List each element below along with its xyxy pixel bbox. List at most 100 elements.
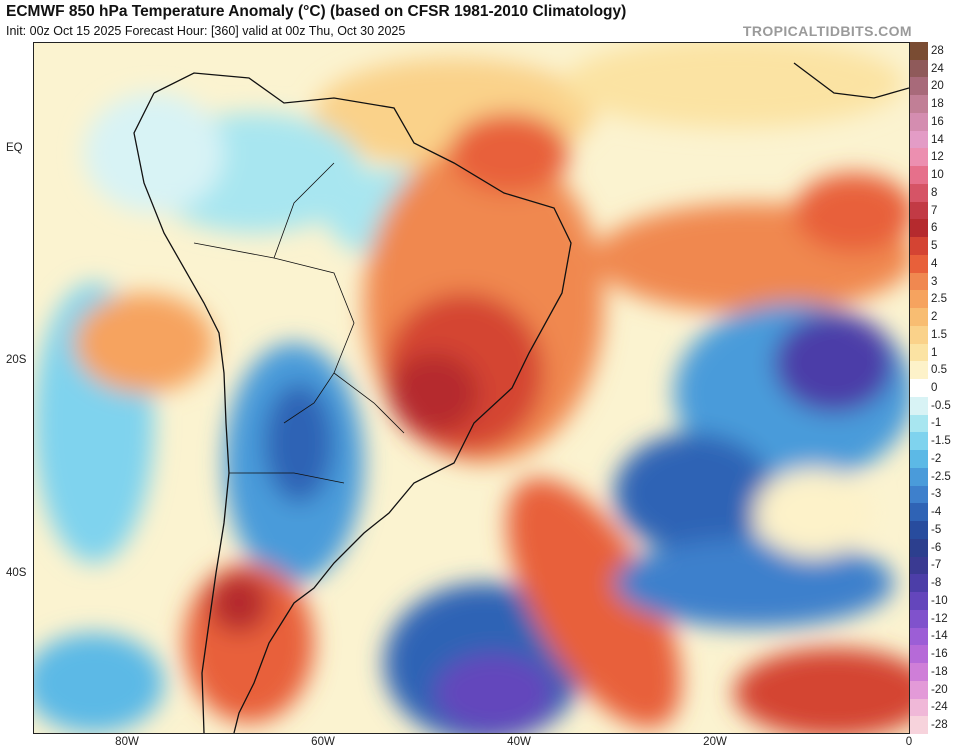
colorbar-segment bbox=[910, 59, 928, 78]
colorbar-label: -12 bbox=[931, 612, 948, 625]
colorbar-segment bbox=[910, 698, 928, 717]
anomaly-blob bbox=[209, 573, 269, 633]
colorbar-segment bbox=[910, 237, 928, 256]
colorbar-label: -20 bbox=[931, 683, 948, 696]
colorbar-label: 20 bbox=[931, 80, 944, 93]
colorbar-label: 5 bbox=[931, 240, 938, 253]
colorbar-label: 0.5 bbox=[931, 364, 947, 377]
colorbar-segment bbox=[910, 343, 928, 362]
colorbar-segment bbox=[910, 467, 928, 487]
colorbar-segment bbox=[910, 254, 928, 274]
colorbar-label: 7 bbox=[931, 204, 938, 217]
west-coast bbox=[133, 92, 230, 733]
colorbar-segment bbox=[910, 609, 928, 629]
colorbar-label: -2 bbox=[931, 452, 942, 465]
colorbar-segment bbox=[910, 183, 928, 203]
map-title: ECMWF 850 hPa Temperature Anomaly (°C) (… bbox=[6, 3, 627, 20]
south-america-outline bbox=[153, 72, 572, 733]
colorbar-label: -1 bbox=[931, 417, 942, 430]
lat-label-20s: 20S bbox=[6, 354, 27, 366]
anomaly-blob bbox=[264, 383, 334, 503]
lon-label-0: 0 bbox=[905, 736, 913, 748]
anomaly-blob bbox=[794, 173, 909, 253]
anomaly-blob bbox=[564, 43, 904, 128]
colorbar bbox=[910, 42, 928, 735]
colorbar-label: -24 bbox=[931, 701, 948, 714]
colorbar-label: 10 bbox=[931, 169, 944, 182]
colorbar-label: 3 bbox=[931, 275, 938, 288]
colorbar-label: -3 bbox=[931, 488, 942, 501]
colorbar-label: 6 bbox=[931, 222, 938, 235]
colorbar-label: 18 bbox=[931, 98, 944, 111]
anomaly-blob bbox=[774, 313, 894, 413]
colorbar-label: -18 bbox=[931, 665, 948, 678]
anomaly-blob bbox=[754, 468, 874, 558]
anomaly-blob bbox=[84, 93, 224, 213]
anomaly-blob bbox=[614, 433, 774, 553]
lon-label-40w: 40W bbox=[507, 736, 531, 748]
colorbar-label: 14 bbox=[931, 133, 944, 146]
anomaly-blob bbox=[74, 293, 214, 393]
colorbar-label: -4 bbox=[931, 506, 942, 519]
colorbar-label: -10 bbox=[931, 594, 948, 607]
anomaly-blob bbox=[734, 648, 909, 733]
colorbar-label: -0.5 bbox=[931, 399, 951, 412]
colorbar-label: -28 bbox=[931, 719, 948, 732]
colorbar-segment bbox=[910, 627, 928, 646]
colorbar-label: -6 bbox=[931, 541, 942, 554]
colorbar-segment bbox=[910, 538, 928, 558]
anomaly-blob bbox=[34, 633, 164, 733]
colorbar-segment bbox=[910, 592, 928, 611]
colorbar-segment bbox=[910, 680, 928, 699]
colorbar-segment bbox=[910, 272, 928, 291]
colorbar-segment bbox=[910, 450, 928, 469]
colorbar-label: 8 bbox=[931, 186, 938, 199]
colorbar-label: 12 bbox=[931, 151, 944, 164]
colorbar-label: 2 bbox=[931, 311, 938, 324]
anomaly-blob bbox=[389, 353, 479, 433]
colorbar-label: -16 bbox=[931, 648, 948, 661]
map-canvas bbox=[34, 43, 909, 733]
colorbar-label: 28 bbox=[931, 44, 944, 57]
colorbar-label: 4 bbox=[931, 257, 938, 270]
lon-label-60w: 60W bbox=[311, 736, 335, 748]
lat-label-eq: EQ bbox=[6, 142, 23, 154]
colorbar-segment bbox=[910, 130, 928, 149]
colorbar-segment bbox=[910, 290, 928, 309]
colorbar-segment bbox=[910, 414, 928, 433]
colorbar-label: 1 bbox=[931, 346, 938, 359]
coastlines bbox=[133, 62, 909, 733]
colorbar-label: -2.5 bbox=[931, 470, 951, 483]
anomaly-blob bbox=[434, 653, 554, 733]
colorbar-label: -8 bbox=[931, 577, 942, 590]
colorbar-label: 0 bbox=[931, 382, 938, 394]
colorbar-segment bbox=[910, 503, 928, 522]
colorbar-segment bbox=[910, 112, 928, 132]
colorbar-segment bbox=[910, 77, 928, 96]
colorbar-segment bbox=[910, 521, 928, 540]
brand-watermark: TROPICALTIDBITS.COM bbox=[742, 23, 912, 39]
country-borders bbox=[193, 162, 405, 484]
colorbar-segment bbox=[910, 325, 928, 345]
colorbar-label: -1.5 bbox=[931, 435, 951, 448]
anomaly-map bbox=[33, 42, 910, 734]
lat-label-40s: 40S bbox=[6, 567, 27, 579]
anomaly-blob bbox=[614, 538, 894, 628]
anomaly-blob bbox=[506, 478, 682, 728]
lon-label-20w: 20W bbox=[703, 736, 727, 748]
colorbar-label: -14 bbox=[931, 630, 948, 643]
forecast-info: Init: 00z Oct 15 2025 Forecast Hour: [36… bbox=[6, 24, 406, 38]
colorbar-segment bbox=[910, 574, 928, 593]
colorbar-label: 1.5 bbox=[931, 328, 947, 341]
colorbar-label: -7 bbox=[931, 559, 942, 572]
colorbar-segment bbox=[910, 645, 928, 664]
colorbar-label: 2.5 bbox=[931, 293, 947, 306]
colorbar-segment bbox=[910, 556, 928, 575]
colorbar-segment bbox=[910, 485, 928, 504]
colorbar-label: 24 bbox=[931, 62, 944, 75]
anomaly-blob bbox=[449, 113, 569, 193]
colorbar-segment bbox=[910, 396, 928, 416]
colorbar-label: -5 bbox=[931, 523, 942, 536]
colorbar-segment bbox=[910, 663, 928, 682]
africa-outline bbox=[793, 62, 909, 99]
